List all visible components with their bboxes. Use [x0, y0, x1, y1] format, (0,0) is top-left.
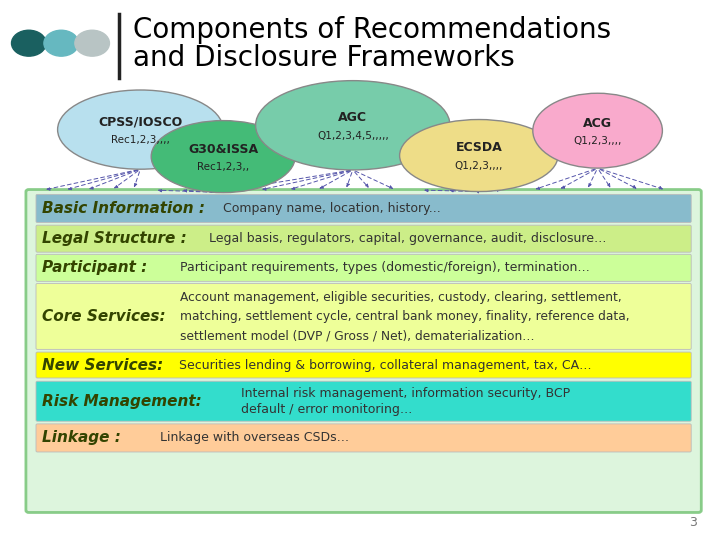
Text: Account management, eligible securities, custody, clearing, settlement,: Account management, eligible securities,… [180, 291, 622, 303]
FancyBboxPatch shape [26, 190, 701, 512]
Ellipse shape [256, 80, 450, 170]
Text: settlement model (DVP / Gross / Net), dematerialization…: settlement model (DVP / Gross / Net), de… [180, 329, 534, 342]
Ellipse shape [151, 120, 295, 193]
Text: Legal basis, regulators, capital, governance, audit, disclosure…: Legal basis, regulators, capital, govern… [209, 232, 606, 245]
Text: Linkage with overseas CSDs…: Linkage with overseas CSDs… [160, 431, 349, 444]
Text: Legal Structure :: Legal Structure : [42, 231, 186, 246]
Ellipse shape [58, 90, 223, 169]
Text: Q1,2,3,4,5,,,,,: Q1,2,3,4,5,,,,, [317, 131, 389, 141]
Ellipse shape [533, 93, 662, 168]
Text: Company name, location, history...: Company name, location, history... [223, 202, 441, 215]
FancyBboxPatch shape [36, 381, 691, 421]
Text: Participant requirements, types (domestic/foreign), termination…: Participant requirements, types (domesti… [180, 261, 590, 274]
Text: Securities lending & borrowing, collateral management, tax, CA…: Securities lending & borrowing, collater… [179, 359, 591, 372]
Text: Core Services:: Core Services: [42, 309, 166, 324]
Text: Q1,2,3,,,,: Q1,2,3,,,, [454, 161, 503, 171]
Text: Q1,2,3,,,,: Q1,2,3,,,, [573, 137, 622, 146]
Text: Internal risk management, information security, BCP: Internal risk management, information se… [241, 387, 570, 400]
FancyBboxPatch shape [36, 225, 691, 252]
Text: Components of Recommendations: Components of Recommendations [133, 16, 611, 44]
FancyBboxPatch shape [36, 194, 691, 222]
Text: New Services:: New Services: [42, 357, 163, 373]
FancyBboxPatch shape [36, 254, 691, 281]
Text: Linkage :: Linkage : [42, 430, 121, 445]
Text: matching, settlement cycle, central bank money, finality, reference data,: matching, settlement cycle, central bank… [180, 310, 629, 323]
Circle shape [44, 30, 78, 56]
Text: G30&ISSA: G30&ISSA [188, 143, 258, 156]
Ellipse shape [400, 119, 558, 192]
Text: Rec1,2,3,,: Rec1,2,3,, [197, 163, 249, 172]
Circle shape [12, 30, 46, 56]
Text: 3: 3 [689, 516, 697, 529]
Text: Basic Information :: Basic Information : [42, 201, 204, 216]
FancyBboxPatch shape [36, 352, 691, 378]
Text: ACG: ACG [583, 117, 612, 130]
Text: Rec1,2,3,,,,: Rec1,2,3,,,, [111, 136, 170, 145]
FancyBboxPatch shape [36, 424, 691, 452]
Text: ECSDA: ECSDA [456, 141, 502, 154]
Text: AGC: AGC [338, 111, 367, 124]
Text: CPSS/IOSCO: CPSS/IOSCO [98, 116, 183, 129]
Text: Participant :: Participant : [42, 260, 147, 275]
Text: default / error monitoring…: default / error monitoring… [241, 403, 413, 416]
Text: and Disclosure Frameworks: and Disclosure Frameworks [133, 44, 515, 72]
Circle shape [75, 30, 109, 56]
FancyBboxPatch shape [36, 284, 691, 349]
Text: Risk Management:: Risk Management: [42, 394, 202, 409]
